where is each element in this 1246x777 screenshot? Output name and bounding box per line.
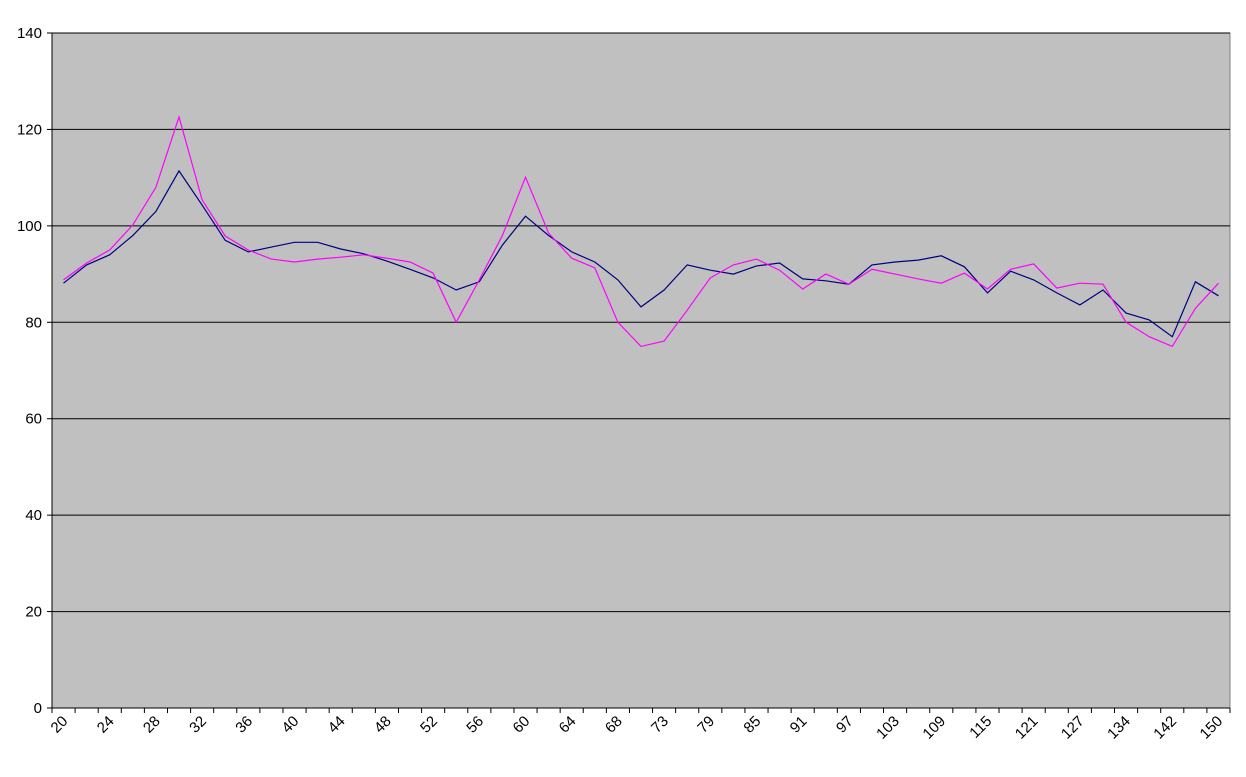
y-tick-label: 80 bbox=[25, 314, 42, 331]
x-tick-label: 134 bbox=[1104, 713, 1134, 743]
x-tick-label: 28 bbox=[140, 713, 164, 737]
y-tick-label: 140 bbox=[17, 25, 42, 42]
x-tick-label: 150 bbox=[1197, 713, 1227, 743]
y-tick-label: 0 bbox=[34, 700, 42, 717]
x-tick-label: 91 bbox=[787, 713, 811, 737]
x-tick-label: 40 bbox=[279, 713, 303, 737]
x-tick-label: 115 bbox=[966, 713, 995, 742]
x-tick-label: 48 bbox=[371, 713, 395, 737]
y-tick-label: 40 bbox=[25, 507, 42, 524]
x-tick-label: 64 bbox=[556, 713, 580, 737]
x-tick-label: 56 bbox=[463, 713, 487, 737]
x-tick-label: 103 bbox=[873, 713, 903, 743]
x-tick-label: 24 bbox=[94, 713, 118, 737]
x-tick-label: 85 bbox=[740, 713, 764, 737]
x-tick-label: 79 bbox=[694, 713, 718, 737]
x-tick-label: 127 bbox=[1058, 713, 1088, 743]
x-tick-label: 36 bbox=[232, 713, 256, 737]
x-tick-label: 60 bbox=[510, 713, 534, 737]
line-series bbox=[63, 169, 1219, 338]
x-tick-label: 121 bbox=[1012, 713, 1042, 743]
y-tick-label: 120 bbox=[17, 121, 42, 138]
x-tick-label: 109 bbox=[919, 713, 949, 743]
x-tick-label: 97 bbox=[833, 713, 857, 737]
line-series bbox=[63, 114, 1219, 348]
x-tick-label: 44 bbox=[325, 713, 349, 737]
x-tick-label: 52 bbox=[417, 713, 441, 737]
x-tick-label: 32 bbox=[186, 713, 210, 737]
x-tick-label: 20 bbox=[48, 713, 72, 737]
plot-area bbox=[51, 32, 1231, 709]
x-tick-label: 73 bbox=[648, 713, 672, 737]
x-tick-label: 142 bbox=[1150, 713, 1180, 743]
y-tick-label: 60 bbox=[25, 411, 42, 428]
x-tick-label: 68 bbox=[602, 713, 626, 737]
y-tick-label: 20 bbox=[25, 604, 42, 621]
y-tick-label: 100 bbox=[17, 218, 42, 235]
